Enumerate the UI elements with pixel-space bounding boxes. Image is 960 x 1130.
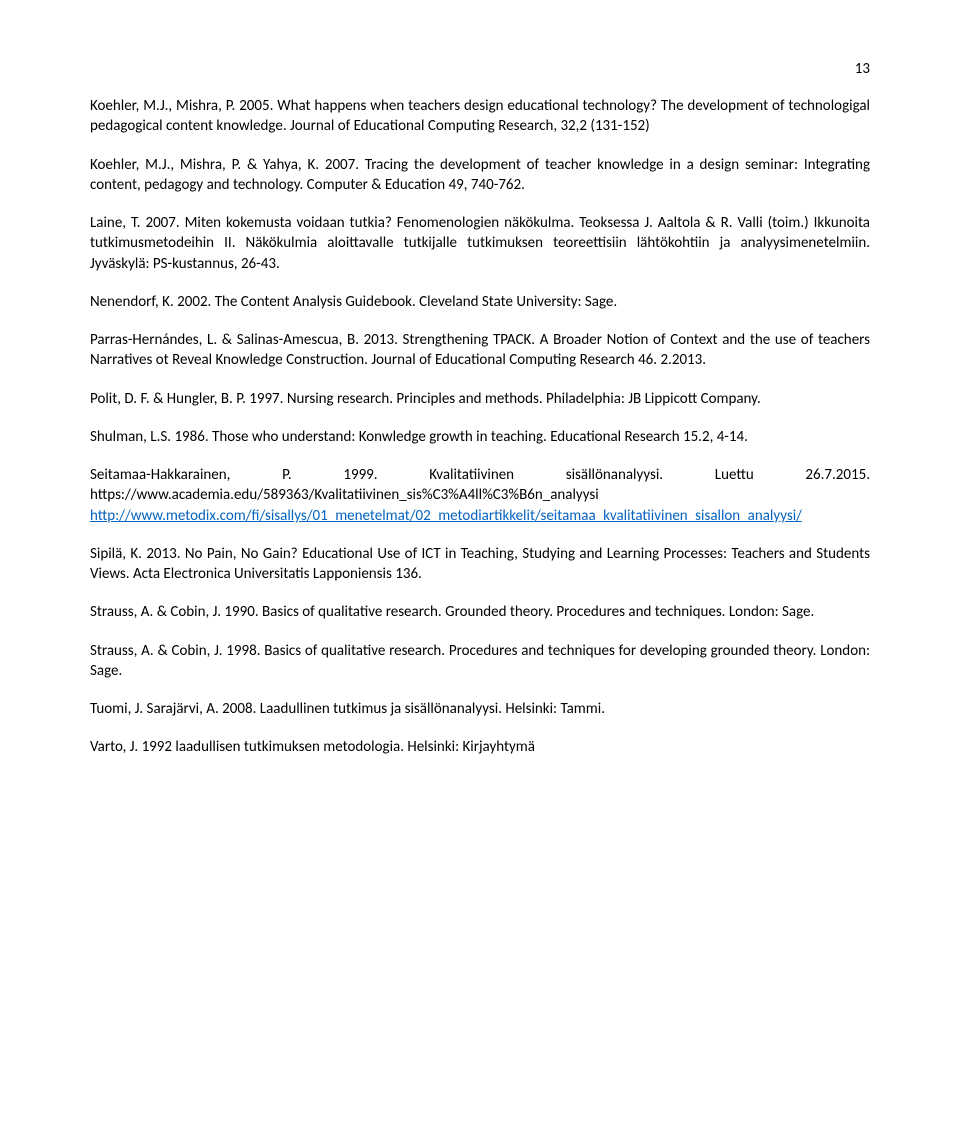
reference-entry: Parras-Hernándes, L. & Salinas-Amescua, … [90, 330, 870, 371]
reference-entry: Koehler, M.J., Mishra, P. 2005. What hap… [90, 96, 870, 137]
reference-link[interactable]: http://www.metodix.com/fi/sisallys/01_me… [90, 507, 802, 525]
page-number: 13 [90, 60, 870, 78]
reference-entry: Tuomi, J. Sarajärvi, A. 2008. Laadulline… [90, 699, 870, 719]
reference-entry: Koehler, M.J., Mishra, P. & Yahya, K. 20… [90, 155, 870, 196]
reference-entry: Seitamaa-Hakkarainen, P. 1999. Kvalitati… [90, 465, 870, 526]
reference-entry: Strauss, A. & Cobin, J. 1998. Basics of … [90, 641, 870, 682]
reference-entry: Polit, D. F. & Hungler, B. P. 1997. Nurs… [90, 389, 870, 409]
reference-entry: Laine, T. 2007. Miten kokemusta voidaan … [90, 213, 870, 274]
document-page: 13 Koehler, M.J., Mishra, P. 2005. What … [0, 0, 960, 836]
references-list: Koehler, M.J., Mishra, P. 2005. What hap… [90, 96, 870, 758]
reference-entry: Varto, J. 1992 laadullisen tutkimuksen m… [90, 737, 870, 757]
reference-entry: Sipilä, K. 2013. No Pain, No Gain? Educa… [90, 544, 870, 585]
reference-entry: Nenendorf, K. 2002. The Content Analysis… [90, 292, 870, 312]
reference-entry: Shulman, L.S. 1986. Those who understand… [90, 427, 870, 447]
reference-entry: Strauss, A. & Cobin, J. 1990. Basics of … [90, 602, 870, 622]
